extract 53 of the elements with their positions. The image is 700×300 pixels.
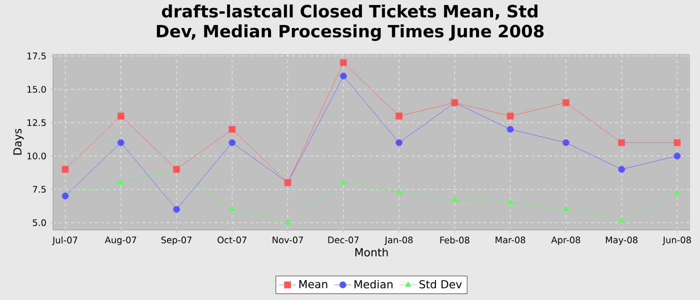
y-tick-label: 12.5 <box>28 119 46 126</box>
point <box>340 72 347 80</box>
point <box>229 206 236 212</box>
y-tick-label: 15.0 <box>28 86 46 93</box>
point <box>507 199 514 204</box>
y-tick-label: 7.5 <box>32 186 46 193</box>
point <box>284 219 291 224</box>
x-tick-label: Nov-07 <box>272 236 303 244</box>
point <box>506 112 514 120</box>
x-axis-title: Month <box>355 248 388 256</box>
point <box>674 190 680 196</box>
point <box>228 139 236 146</box>
point <box>562 206 569 212</box>
point <box>618 218 625 224</box>
x-tick-label: Oct-07 <box>218 236 246 244</box>
y-axis-title: Days <box>13 128 24 155</box>
point <box>506 126 514 133</box>
x-tick-label: Dec-07 <box>328 236 359 244</box>
point <box>62 192 69 200</box>
x-tick-label: Apr-08 <box>551 236 580 246</box>
x-tick-label: Feb-08 <box>440 236 470 244</box>
legend-label: Median <box>354 280 392 288</box>
x-tick-label: Mar-08 <box>496 236 526 244</box>
point <box>562 99 570 106</box>
point <box>340 179 346 184</box>
point <box>674 152 681 160</box>
legend-label: Std Dev <box>419 280 462 288</box>
point <box>118 179 124 184</box>
y-tick-label: 10.0 <box>28 152 46 160</box>
point <box>62 166 69 173</box>
point <box>674 139 681 146</box>
point <box>562 139 570 146</box>
point <box>396 139 402 146</box>
point <box>396 188 402 194</box>
x-tick-label: Sep-07 <box>161 236 192 246</box>
point <box>173 206 180 213</box>
point <box>618 166 625 173</box>
point <box>228 126 236 133</box>
point <box>618 139 625 146</box>
point <box>117 112 124 120</box>
point <box>117 139 124 146</box>
y-tick-label: 5.0 <box>32 219 46 226</box>
x-tick-label: Jan-08 <box>384 236 413 245</box>
x-tick-label: Jun-08 <box>662 236 691 245</box>
x-tick-label: Jul-07 <box>52 236 78 246</box>
point <box>340 59 347 66</box>
legend-label: Mean <box>299 280 328 288</box>
x-tick-label: May-08 <box>606 236 638 246</box>
y-tick-label: 17.5 <box>28 52 46 60</box>
chart-title: drafts-lastcall Closed Tickets Mean, Std Dev, Median Processing Times June 2008 <box>156 4 544 41</box>
point <box>452 196 458 202</box>
x-tick-label: Aug-07 <box>104 236 136 246</box>
point <box>396 112 402 120</box>
